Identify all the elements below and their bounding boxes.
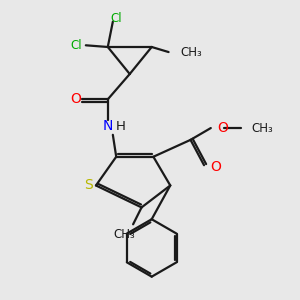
Text: O: O: [70, 92, 81, 106]
Text: CH₃: CH₃: [251, 122, 273, 134]
Text: O: O: [210, 160, 221, 174]
Text: O: O: [217, 121, 228, 135]
Text: CH₃: CH₃: [180, 46, 202, 59]
Text: Cl: Cl: [70, 39, 82, 52]
Text: CH₃: CH₃: [114, 228, 136, 241]
Text: S: S: [84, 178, 93, 193]
Text: Cl: Cl: [110, 12, 122, 25]
Text: N: N: [103, 119, 113, 134]
Text: H: H: [116, 120, 126, 133]
